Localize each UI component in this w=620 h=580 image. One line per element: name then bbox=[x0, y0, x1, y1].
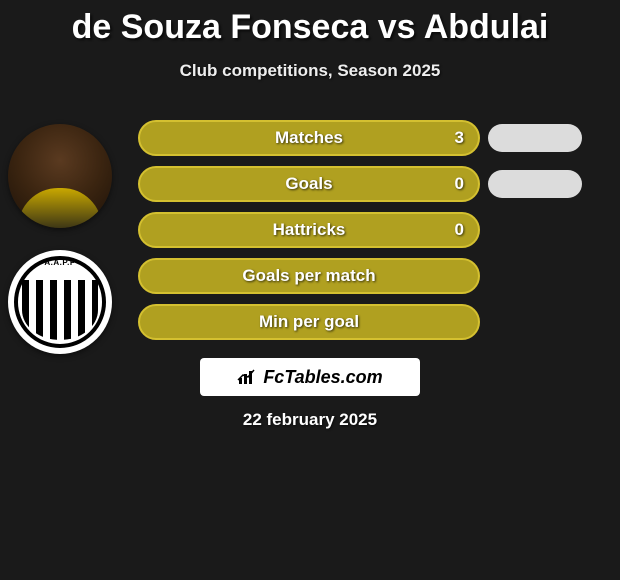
stat-row: Min per goal bbox=[138, 304, 610, 340]
footer-date: 22 february 2025 bbox=[0, 410, 620, 430]
page-title: de Souza Fonseca vs Abdulai bbox=[0, 0, 620, 47]
stat-label: Min per goal bbox=[259, 312, 359, 332]
club-avatar: A.A.P.P bbox=[8, 250, 112, 354]
avatar-column: A.A.P.P bbox=[8, 124, 112, 354]
stat-pill-player1: Matches 3 bbox=[138, 120, 480, 156]
stat-value-player1: 3 bbox=[455, 128, 464, 148]
player-avatar bbox=[8, 124, 112, 228]
stat-label: Hattricks bbox=[273, 220, 346, 240]
brand-text: FcTables.com bbox=[263, 367, 382, 388]
club-badge-stripes bbox=[22, 280, 98, 340]
infographic-root: de Souza Fonseca vs Abdulai Club competi… bbox=[0, 0, 620, 580]
stat-value-player1: 0 bbox=[455, 220, 464, 240]
stat-row: Hattricks 0 bbox=[138, 212, 610, 248]
stat-row: Matches 3 bbox=[138, 120, 610, 156]
stat-pill-player1: Min per goal bbox=[138, 304, 480, 340]
stat-pill-player2 bbox=[488, 170, 582, 198]
stat-label: Matches bbox=[275, 128, 343, 148]
stat-row: Goals 0 bbox=[138, 166, 610, 202]
chart-icon bbox=[237, 368, 259, 386]
stat-pill-player1: Hattricks 0 bbox=[138, 212, 480, 248]
stat-pill-player1: Goals per match bbox=[138, 258, 480, 294]
stat-pill-player1: Goals 0 bbox=[138, 166, 480, 202]
stat-row: Goals per match bbox=[138, 258, 610, 294]
stat-value-player1: 0 bbox=[455, 174, 464, 194]
subtitle: Club competitions, Season 2025 bbox=[0, 61, 620, 81]
stat-pill-player2 bbox=[488, 124, 582, 152]
stat-label: Goals bbox=[285, 174, 332, 194]
stat-label: Goals per match bbox=[242, 266, 375, 286]
club-badge-text: A.A.P.P bbox=[8, 258, 112, 267]
brand-badge: FcTables.com bbox=[200, 358, 420, 396]
stat-rows: Matches 3 Goals 0 Hattricks 0 Goals per match M… bbox=[138, 120, 610, 350]
